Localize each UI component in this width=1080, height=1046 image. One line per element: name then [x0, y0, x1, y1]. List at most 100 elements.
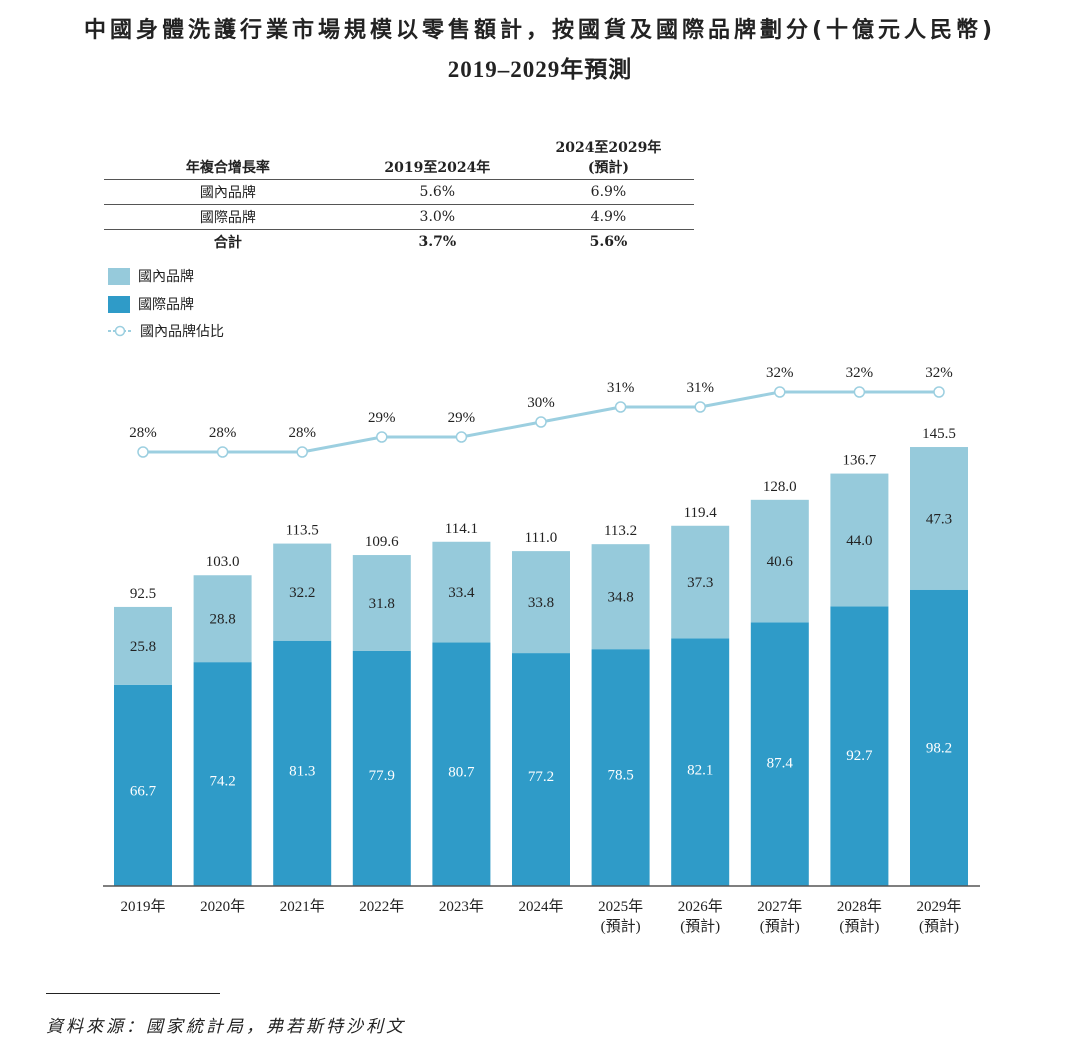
- data-label: 31.8: [369, 596, 395, 612]
- bar-domestic: [830, 473, 889, 607]
- share-point: [853, 386, 866, 398]
- x-tick-label: 2028年: [837, 898, 882, 915]
- legend-international: 國際品牌: [108, 294, 194, 314]
- source-note: 資料來源：國家統計局，弗若斯特沙利文: [46, 1017, 406, 1037]
- bar-domestic: [114, 606, 172, 685]
- data-label: 74.2: [209, 773, 235, 789]
- data-label: 77.2: [528, 769, 554, 785]
- bar-international: [750, 622, 809, 886]
- total-label: 119.4: [684, 505, 718, 521]
- x-tick-label: 2021年: [280, 898, 325, 915]
- cagr-header: 年複合增長率: [104, 135, 352, 180]
- share-point: [694, 401, 706, 413]
- table-row: 國際品牌 3.0% 4.9%: [104, 204, 694, 230]
- data-label: 33.8: [528, 595, 554, 611]
- total-label: 113.2: [604, 523, 637, 539]
- bar-domestic: [671, 525, 730, 639]
- data-label: 82.1: [687, 763, 713, 779]
- cagr-table: 年複合增長率 2019至2024年 2024至2029年 (預計) 國內品牌 5.6…: [104, 135, 694, 254]
- total-label: 109.6: [365, 534, 399, 550]
- share-label: 29%: [448, 410, 476, 426]
- bar-international: [352, 650, 411, 886]
- total-label: 128.0: [763, 479, 797, 495]
- forecast-label: (預計): [601, 918, 641, 935]
- x-tick-label: 2029年: [916, 898, 961, 915]
- bar-domestic: [432, 541, 491, 643]
- bar-domestic: [750, 499, 809, 623]
- bar-international: [671, 638, 730, 886]
- share-label: 30%: [527, 395, 555, 411]
- total-label: 111.0: [525, 530, 558, 546]
- legend-swatch: [108, 267, 130, 285]
- bar-international: [432, 642, 491, 886]
- period-1-header: 2019至2024年: [351, 135, 523, 180]
- line-marker-icon: [108, 325, 132, 337]
- data-label: 40.6: [767, 554, 794, 570]
- x-tick-label: 2023年: [439, 898, 484, 915]
- share-point: [614, 401, 627, 413]
- total-label: 145.5: [922, 426, 956, 442]
- bar-domestic: [512, 551, 570, 654]
- data-label: 87.4: [767, 755, 794, 771]
- data-label: 80.7: [448, 764, 475, 780]
- bar-domestic: [910, 447, 968, 590]
- total-label: 113.5: [286, 523, 319, 539]
- bar-international: [193, 662, 252, 886]
- data-label: 77.9: [369, 768, 395, 784]
- bar-international: [830, 606, 889, 886]
- data-label: 81.3: [289, 764, 315, 780]
- share-label: 31%: [607, 380, 635, 396]
- total-label: 92.5: [130, 586, 156, 602]
- legend-share: 國內品牌佔比: [108, 321, 224, 341]
- data-label: 34.8: [607, 590, 633, 606]
- share-point: [296, 446, 308, 458]
- x-tick-label: 2020年: [200, 898, 245, 915]
- data-label: 37.3: [687, 575, 713, 591]
- share-point: [376, 431, 388, 443]
- x-tick-label: 2019年: [120, 898, 165, 915]
- share-label: 29%: [368, 410, 396, 426]
- share-label: 32%: [846, 365, 874, 381]
- data-label: 98.2: [926, 741, 952, 757]
- source-divider: [46, 993, 220, 994]
- share-point: [774, 386, 786, 398]
- bar-international: [910, 589, 968, 886]
- data-label: 47.3: [926, 511, 952, 527]
- chart-subtitle: 2019–2029年預測: [447, 57, 633, 82]
- bar-domestic: [352, 555, 411, 651]
- total-label: 136.7: [843, 453, 877, 469]
- bar-international: [591, 649, 650, 886]
- bar-domestic: [273, 543, 332, 641]
- data-label: 33.4: [448, 585, 475, 601]
- x-tick-label: 2027年: [757, 898, 802, 915]
- share-point: [535, 416, 547, 428]
- forecast-label: (預計): [919, 918, 959, 935]
- legend-swatch: [108, 295, 130, 313]
- data-label: 25.8: [130, 639, 156, 655]
- share-label: 31%: [686, 380, 714, 396]
- bar-international: [114, 684, 172, 886]
- data-label: 78.5: [607, 767, 633, 783]
- period-2-header: 2024至2029年 (預計): [522, 135, 694, 180]
- x-tick-label: 2025年: [598, 898, 643, 915]
- bar-domestic: [591, 544, 650, 650]
- forecast-label: (預計): [680, 918, 720, 935]
- share-label: 28%: [129, 425, 157, 441]
- legend-domestic: 國內品牌: [108, 266, 194, 286]
- share-point: [933, 386, 945, 398]
- table-row: 國內品牌 5.6% 6.9%: [104, 179, 694, 205]
- chart-title: 中國身體洗護行業市場規模以零售額計，按國貨及國際品牌劃分(十億元人民幣): [83, 18, 997, 43]
- total-label: 103.0: [206, 554, 240, 570]
- data-label: 28.8: [209, 612, 235, 628]
- share-label: 28%: [288, 425, 316, 441]
- forecast-label: (預計): [760, 918, 800, 935]
- data-label: 32.2: [289, 585, 315, 601]
- table-row: 合計 3.7% 5.6%: [213, 234, 628, 251]
- share-label: 32%: [925, 365, 953, 381]
- data-label: 66.7: [130, 783, 157, 799]
- share-label: 32%: [766, 365, 794, 381]
- data-label: 92.7: [846, 748, 873, 764]
- x-tick-label: 2022年: [359, 898, 404, 915]
- forecast-label: (預計): [839, 918, 879, 935]
